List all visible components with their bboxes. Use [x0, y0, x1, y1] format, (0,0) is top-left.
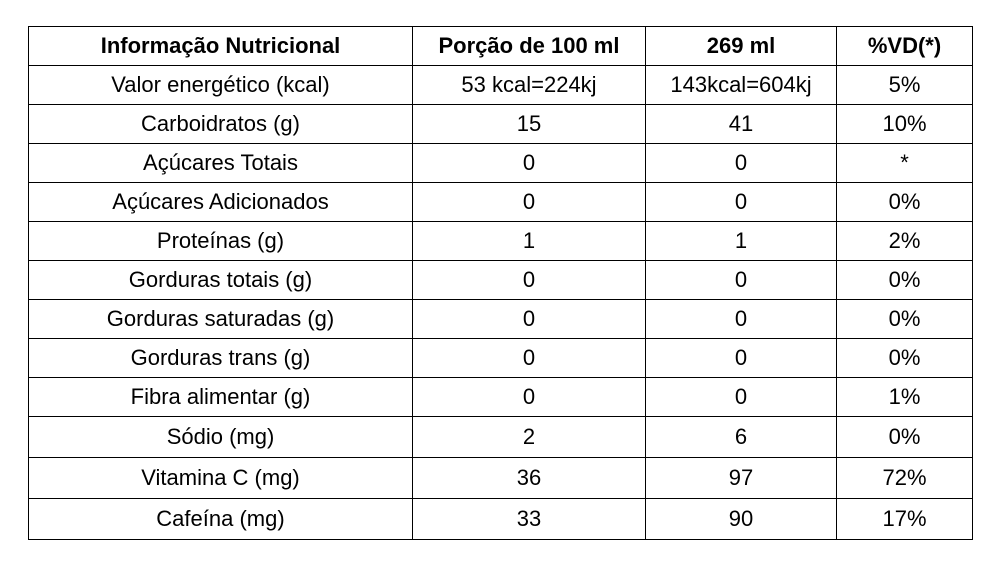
- table-row: Carboidratos (g) 15 41 10%: [28, 104, 973, 144]
- header-nutrition-info: Informação Nutricional: [28, 26, 413, 66]
- table-row: Proteínas (g) 1 1 2%: [28, 221, 973, 261]
- value-100ml: 0: [412, 260, 646, 300]
- header-daily-value: %VD(*): [836, 26, 973, 66]
- table-row: Açúcares Adicionados 0 0 0%: [28, 182, 973, 222]
- daily-value-percent: 1%: [836, 377, 973, 417]
- table-row: Gorduras saturadas (g) 0 0 0%: [28, 299, 973, 339]
- daily-value-percent: 0%: [836, 416, 973, 458]
- daily-value-percent: 5%: [836, 65, 973, 105]
- value-269ml: 41: [645, 104, 837, 144]
- header-portion-269ml: 269 ml: [645, 26, 837, 66]
- value-100ml: 0: [412, 182, 646, 222]
- daily-value-percent: 17%: [836, 498, 973, 540]
- daily-value-percent: 0%: [836, 299, 973, 339]
- value-100ml: 0: [412, 143, 646, 183]
- value-100ml: 15: [412, 104, 646, 144]
- value-269ml: 90: [645, 498, 837, 540]
- value-100ml: 36: [412, 457, 646, 499]
- daily-value-percent: 0%: [836, 182, 973, 222]
- value-100ml: 0: [412, 338, 646, 378]
- nutrient-name: Sódio (mg): [28, 416, 413, 458]
- value-100ml: 2: [412, 416, 646, 458]
- daily-value-percent: 0%: [836, 338, 973, 378]
- nutrient-name: Cafeína (mg): [28, 498, 413, 540]
- nutrient-name: Açúcares Adicionados: [28, 182, 413, 222]
- value-269ml: 6: [645, 416, 837, 458]
- value-269ml: 1: [645, 221, 837, 261]
- value-100ml: 33: [412, 498, 646, 540]
- value-100ml: 53 kcal=224kj: [412, 65, 646, 105]
- table-row: Gorduras trans (g) 0 0 0%: [28, 338, 973, 378]
- value-269ml: 97: [645, 457, 837, 499]
- table-header-row: Informação Nutricional Porção de 100 ml …: [28, 26, 973, 66]
- value-269ml: 0: [645, 182, 837, 222]
- nutrient-name: Açúcares Totais: [28, 143, 413, 183]
- daily-value-percent: 0%: [836, 260, 973, 300]
- table-row: Açúcares Totais 0 0 *: [28, 143, 973, 183]
- nutrient-name: Gorduras totais (g): [28, 260, 413, 300]
- value-269ml: 0: [645, 143, 837, 183]
- value-100ml: 0: [412, 377, 646, 417]
- value-100ml: 0: [412, 299, 646, 339]
- value-269ml: 143kcal=604kj: [645, 65, 837, 105]
- nutrient-name: Carboidratos (g): [28, 104, 413, 144]
- daily-value-percent: *: [836, 143, 973, 183]
- header-portion-100ml: Porção de 100 ml: [412, 26, 646, 66]
- daily-value-percent: 10%: [836, 104, 973, 144]
- nutrient-name: Proteínas (g): [28, 221, 413, 261]
- value-269ml: 0: [645, 299, 837, 339]
- table-row: Fibra alimentar (g) 0 0 1%: [28, 377, 973, 417]
- nutrient-name: Gorduras trans (g): [28, 338, 413, 378]
- table-row: Cafeína (mg) 33 90 17%: [28, 498, 973, 540]
- nutrition-facts-table: Informação Nutricional Porção de 100 ml …: [28, 26, 973, 540]
- nutrient-name: Fibra alimentar (g): [28, 377, 413, 417]
- daily-value-percent: 72%: [836, 457, 973, 499]
- nutrient-name: Vitamina C (mg): [28, 457, 413, 499]
- table-row: Vitamina C (mg) 36 97 72%: [28, 457, 973, 499]
- value-269ml: 0: [645, 338, 837, 378]
- table-row: Valor energético (kcal) 53 kcal=224kj 14…: [28, 65, 973, 105]
- daily-value-percent: 2%: [836, 221, 973, 261]
- value-100ml: 1: [412, 221, 646, 261]
- table-row: Gorduras totais (g) 0 0 0%: [28, 260, 973, 300]
- value-269ml: 0: [645, 260, 837, 300]
- nutrient-name: Gorduras saturadas (g): [28, 299, 413, 339]
- nutrient-name: Valor energético (kcal): [28, 65, 413, 105]
- value-269ml: 0: [645, 377, 837, 417]
- table-row: Sódio (mg) 2 6 0%: [28, 416, 973, 458]
